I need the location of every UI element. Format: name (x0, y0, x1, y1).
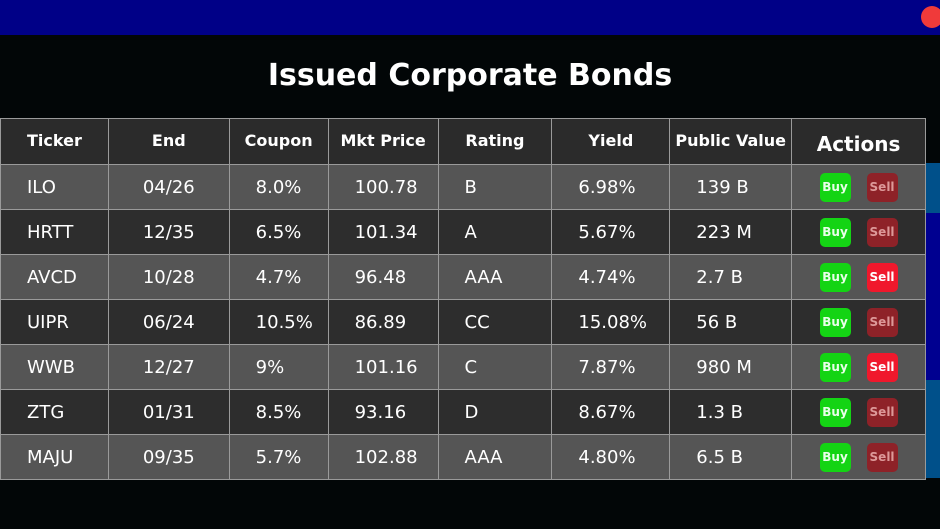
cell-actions: Buy Sell (791, 299, 926, 345)
cell-coupon: 6.5% (228, 209, 329, 255)
cell-actions: Buy Sell (791, 389, 926, 435)
sell-button[interactable]: Sell (866, 262, 898, 292)
cell-ticker: HRTT (0, 209, 109, 255)
header-end[interactable]: End (107, 118, 230, 165)
sell-button[interactable]: Sell (866, 172, 898, 202)
header-actions: Actions (791, 118, 926, 165)
buy-button[interactable]: Buy (819, 307, 851, 337)
close-dot-icon[interactable] (921, 6, 940, 28)
cell-yield: 4.74% (551, 254, 671, 300)
cell-public-value: 2.7 B (669, 254, 793, 300)
buy-button[interactable]: Buy (819, 442, 851, 472)
cell-ticker: MAJU (0, 434, 109, 480)
table-row: HRTT 12/35 6.5% 101.34 A 5.67% 223 M Buy Sell (0, 209, 926, 255)
cell-mkt-price: 93.16 (327, 389, 439, 435)
cell-ticker: ILO (0, 164, 109, 210)
cell-mkt-price: 101.16 (327, 344, 439, 390)
cell-yield: 15.08% (551, 299, 671, 345)
table-row: UIPR 06/24 10.5% 86.89 CC 15.08% 56 B Buy Sell (0, 299, 926, 345)
cell-rating: CC (437, 299, 553, 345)
cell-public-value: 223 M (669, 209, 793, 255)
top-bar (0, 0, 940, 35)
cell-mkt-price: 101.34 (327, 209, 439, 255)
cell-coupon: 8.0% (228, 164, 329, 210)
cell-ticker: AVCD (0, 254, 109, 300)
cell-public-value: 1.3 B (669, 389, 793, 435)
cell-rating: AAA (437, 254, 553, 300)
cell-yield: 6.98% (551, 164, 671, 210)
side-strip (926, 213, 940, 380)
cell-yield: 8.67% (551, 389, 671, 435)
cell-coupon: 10.5% (228, 299, 329, 345)
cell-coupon: 9% (228, 344, 329, 390)
header-yield[interactable]: Yield (551, 118, 671, 165)
sell-button[interactable]: Sell (866, 217, 898, 247)
cell-public-value: 980 M (669, 344, 793, 390)
cell-actions: Buy Sell (791, 209, 926, 255)
cell-rating: B (437, 164, 553, 210)
cell-yield: 7.87% (551, 344, 671, 390)
cell-end: 06/24 (107, 299, 230, 345)
buy-button[interactable]: Buy (819, 352, 851, 382)
buy-button[interactable]: Buy (819, 172, 851, 202)
sell-button[interactable]: Sell (866, 352, 898, 382)
cell-public-value: 56 B (669, 299, 793, 345)
table-row: WWB 12/27 9% 101.16 C 7.87% 980 M Buy Sell (0, 344, 926, 390)
side-strip (926, 380, 940, 478)
cell-public-value: 6.5 B (669, 434, 793, 480)
cell-ticker: UIPR (0, 299, 109, 345)
cell-end: 12/27 (107, 344, 230, 390)
cell-public-value: 139 B (669, 164, 793, 210)
cell-end: 04/26 (107, 164, 230, 210)
cell-actions: Buy Sell (791, 254, 926, 300)
header-coupon[interactable]: Coupon (228, 118, 329, 165)
buy-button[interactable]: Buy (819, 217, 851, 247)
cell-coupon: 4.7% (228, 254, 329, 300)
cell-rating: D (437, 389, 553, 435)
sell-button[interactable]: Sell (866, 397, 898, 427)
cell-actions: Buy Sell (791, 344, 926, 390)
header-mkt-price[interactable]: Mkt Price (327, 118, 439, 165)
table-row: ILO 04/26 8.0% 100.78 B 6.98% 139 B Buy Sell (0, 164, 926, 210)
sell-button[interactable]: Sell (866, 307, 898, 337)
cell-end: 10/28 (107, 254, 230, 300)
buy-button[interactable]: Buy (819, 262, 851, 292)
header-public-value[interactable]: Public Value (669, 118, 793, 165)
cell-actions: Buy Sell (791, 164, 926, 210)
cell-mkt-price: 100.78 (327, 164, 439, 210)
cell-mkt-price: 96.48 (327, 254, 439, 300)
buy-button[interactable]: Buy (819, 397, 851, 427)
cell-yield: 5.67% (551, 209, 671, 255)
cell-end: 12/35 (107, 209, 230, 255)
cell-ticker: WWB (0, 344, 109, 390)
cell-rating: AAA (437, 434, 553, 480)
side-strip (926, 163, 940, 213)
cell-mkt-price: 102.88 (327, 434, 439, 480)
cell-coupon: 8.5% (228, 389, 329, 435)
cell-ticker: ZTG (0, 389, 109, 435)
sell-button[interactable]: Sell (866, 442, 898, 472)
cell-end: 09/35 (107, 434, 230, 480)
cell-rating: C (437, 344, 553, 390)
cell-rating: A (437, 209, 553, 255)
cell-yield: 4.80% (551, 434, 671, 480)
cell-actions: Buy Sell (791, 434, 926, 480)
table-row: MAJU 09/35 5.7% 102.88 AAA 4.80% 6.5 B Buy Sell (0, 434, 926, 480)
page-title: Issued Corporate Bonds (267, 58, 673, 93)
table-row: ZTG 01/31 8.5% 93.16 D 8.67% 1.3 B Buy Sell (0, 389, 926, 435)
header-rating[interactable]: Rating (437, 118, 553, 165)
table-row: AVCD 10/28 4.7% 96.48 AAA 4.74% 2.7 B Buy Sell (0, 254, 926, 300)
header-ticker[interactable]: Ticker (0, 118, 109, 165)
cell-mkt-price: 86.89 (327, 299, 439, 345)
bonds-table: Ticker End Coupon Mkt Price Rating Yield… (0, 118, 926, 480)
cell-end: 01/31 (107, 389, 230, 435)
cell-coupon: 5.7% (228, 434, 329, 480)
